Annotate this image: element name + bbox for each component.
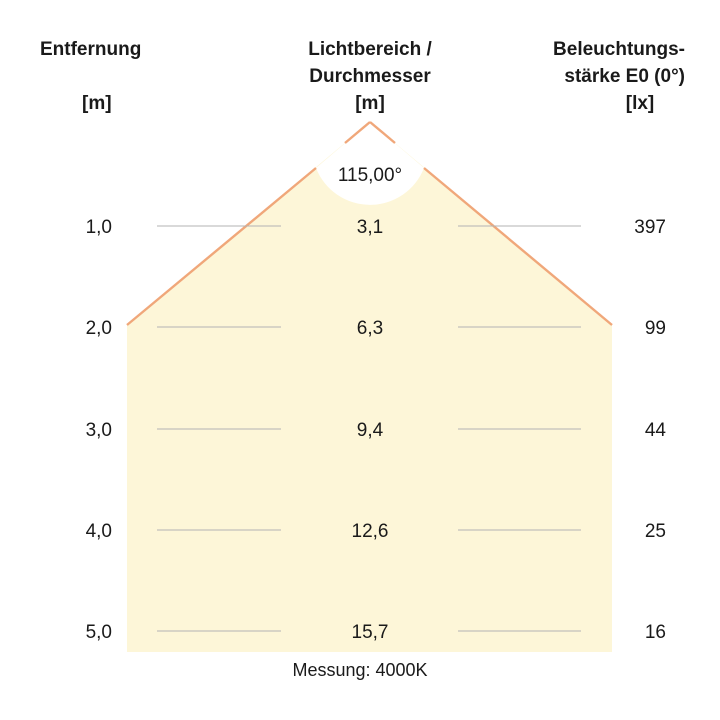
beam-edge-left <box>126 167 317 326</box>
illuminance-value: 397 <box>634 217 666 238</box>
distance-header-title: Entfernung <box>40 39 142 60</box>
distance-header: Entfernung [m] <box>40 36 160 117</box>
diameter-value: 3,1 <box>357 217 383 238</box>
beam-header-line1: Lichtbereich / <box>308 39 432 60</box>
diameter-value: 6,3 <box>357 318 383 339</box>
illuminance-value: 16 <box>645 622 666 643</box>
diameter-value: 9,4 <box>357 420 384 441</box>
illuminance-value: 44 <box>645 420 667 441</box>
measurement-note: Messung: 4000K <box>292 660 428 680</box>
illuminance-header: Beleuchtungs- stärke E0 (0°) [lx] <box>525 36 695 117</box>
distance-header-unit: [m] <box>82 93 112 114</box>
illuminance-value: 99 <box>645 318 666 339</box>
illuminance-header-line1: Beleuchtungs- <box>553 39 685 60</box>
illuminance-header-unit: [lx] <box>625 93 655 114</box>
beam-area <box>127 122 612 652</box>
illuminance-value: 25 <box>645 521 666 542</box>
beam-angle-label: 115,00° <box>338 165 402 186</box>
illuminance-header-line2: stärke E0 (0°) <box>564 66 685 87</box>
beam-edge-right <box>423 167 613 326</box>
diameter-value: 12,6 <box>352 521 389 542</box>
beam-edge-left-top <box>344 121 371 144</box>
distance-value: 2,0 <box>86 318 112 339</box>
beam-edge-right-top <box>369 121 396 144</box>
beam-header-unit: [m] <box>355 93 385 114</box>
measurement-rows: 1,0 3,1 397 2,0 6,3 99 3,0 9,4 44 4,0 12,6 25 5,0 15,… <box>86 217 667 643</box>
distance-value: 4,0 <box>86 521 112 542</box>
distance-value: 5,0 <box>86 622 112 643</box>
distance-value: 1,0 <box>86 217 112 238</box>
beam-header: Lichtbereich / Durchmesser [m] <box>270 36 470 117</box>
diameter-value: 15,7 <box>352 622 389 643</box>
beam-header-line2: Durchmesser <box>309 66 431 87</box>
angle-arc <box>316 122 424 205</box>
distance-value: 3,0 <box>86 420 112 441</box>
